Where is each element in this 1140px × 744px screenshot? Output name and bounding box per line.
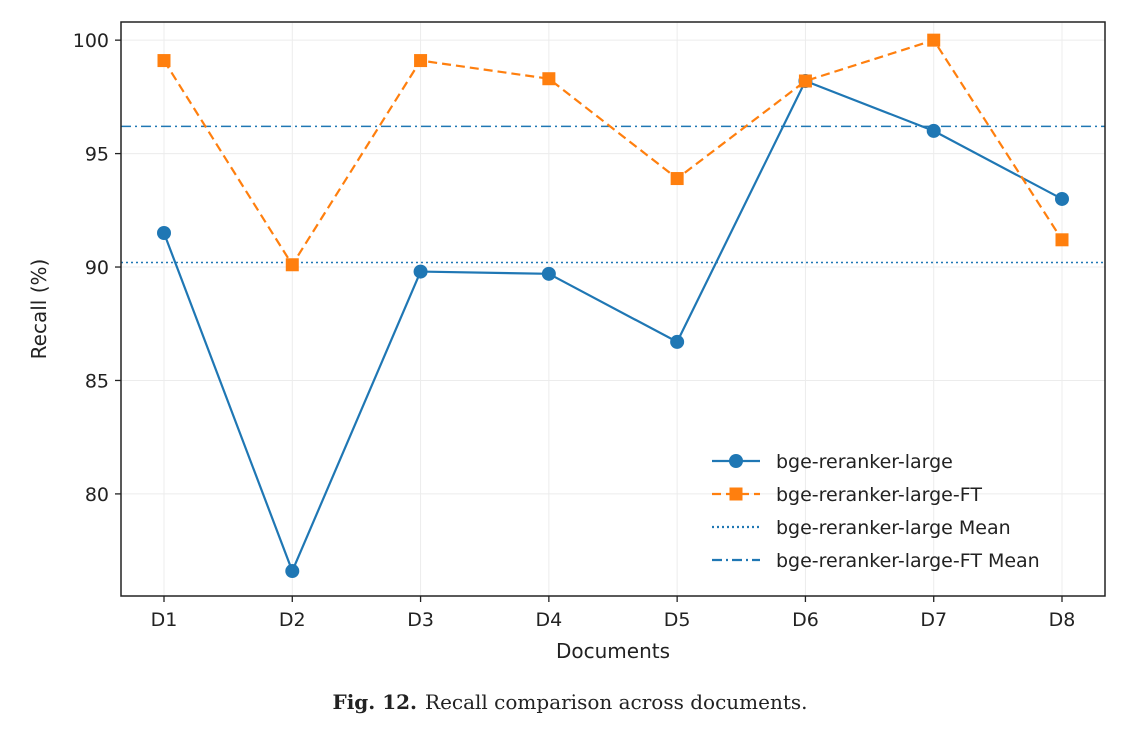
x-tick-label: D2	[279, 609, 306, 631]
data-point-square	[798, 74, 812, 88]
data-point-square	[927, 33, 941, 47]
series-line	[162, 79, 1063, 574]
axis-ticks: D1 D2 D3 D4 D5 D6 D7 D8 80 85 90 95 100	[73, 30, 1076, 631]
x-tick-label: D8	[1049, 609, 1076, 631]
x-tick-label: D3	[407, 609, 434, 631]
legend-label: bge-reranker-large-FT Mean	[776, 550, 1040, 572]
data-series	[157, 33, 1069, 579]
grid-lines	[121, 22, 1105, 596]
x-axis-label: Documents	[556, 639, 670, 663]
data-point-square	[414, 54, 428, 68]
data-point-square	[542, 72, 556, 86]
x-tick-label: D1	[151, 609, 178, 631]
y-tick-label: 90	[85, 257, 109, 279]
legend: bge-reranker-large bge-reranker-large-FT b…	[712, 451, 1040, 572]
legend-marker-square	[729, 487, 743, 501]
y-tick-label: 80	[85, 484, 109, 506]
legend-label: bge-reranker-large Mean	[776, 517, 1011, 539]
legend-marker-circle	[729, 454, 743, 468]
data-point-circle	[285, 564, 300, 579]
data-point-circle	[670, 334, 685, 349]
x-tick-label: D6	[792, 609, 819, 631]
legend-label: bge-reranker-large-FT	[776, 484, 982, 506]
data-point-circle	[413, 264, 428, 279]
caption-text: Recall comparison across documents.	[425, 690, 808, 714]
x-tick-label: D7	[920, 609, 947, 631]
plot-frame	[120, 21, 1106, 597]
data-point-square	[157, 54, 171, 68]
data-point-square	[285, 258, 299, 272]
data-point-square	[670, 172, 684, 186]
x-tick-label: D5	[664, 609, 691, 631]
data-point-circle	[1055, 191, 1069, 206]
figure-number: Fig. 12.	[332, 690, 418, 714]
mean-reference-lines	[121, 125, 1105, 264]
data-point-square	[1055, 233, 1069, 247]
y-tick-label: 85	[85, 370, 109, 392]
data-point-circle	[926, 123, 941, 138]
legend-label: bge-reranker-large	[776, 451, 953, 473]
figure-caption: Fig. 12. Recall comparison across documen…	[0, 690, 1140, 714]
y-axis-label: Recall (%)	[27, 259, 51, 360]
series-line	[163, 38, 1063, 267]
y-tick-label: 95	[85, 144, 109, 166]
data-point-circle	[541, 266, 556, 281]
x-tick-label: D4	[535, 609, 562, 631]
data-point-circle	[157, 225, 171, 240]
y-tick-label: 100	[73, 30, 109, 52]
